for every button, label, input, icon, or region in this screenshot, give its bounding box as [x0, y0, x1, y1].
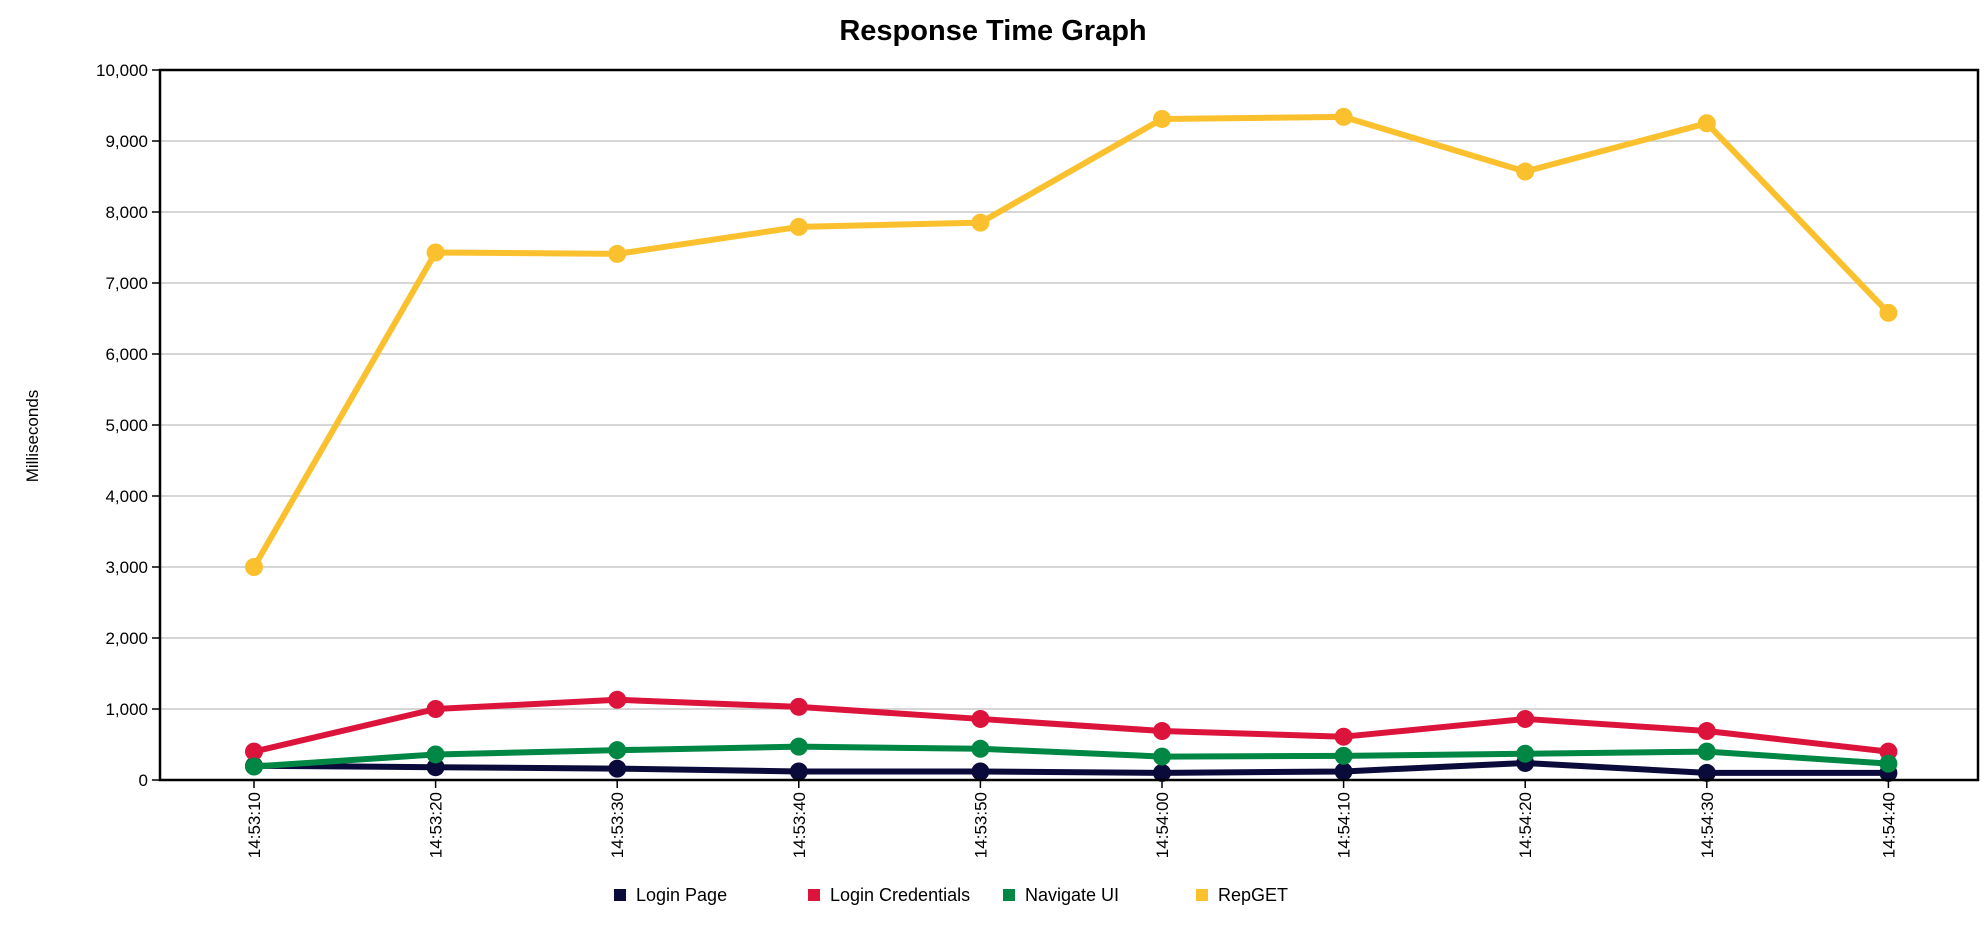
- x-tick-label: 14:53:30: [608, 792, 627, 858]
- data-point: [971, 709, 990, 728]
- y-axis-label: Milliseconds: [23, 390, 42, 483]
- data-point: [426, 758, 445, 777]
- data-point: [608, 690, 627, 709]
- legend-label: Login Page: [636, 885, 727, 905]
- legend-label: Login Credentials: [830, 885, 970, 905]
- x-tick-label: 14:54:30: [1698, 792, 1717, 858]
- y-tick-label: 9,000: [105, 132, 148, 151]
- data-point: [1334, 746, 1353, 765]
- data-point: [1879, 754, 1898, 773]
- y-tick-label: 5,000: [105, 416, 148, 435]
- y-tick-label: 3,000: [105, 558, 148, 577]
- series-login-credentials: [245, 690, 1898, 761]
- data-point: [971, 213, 990, 232]
- data-point: [1334, 762, 1353, 781]
- y-tick-label: 0: [139, 771, 148, 790]
- legend-swatch: [1196, 889, 1208, 901]
- y-tick-label: 4,000: [105, 487, 148, 506]
- series-line: [253, 696, 1889, 755]
- data-point: [971, 762, 990, 781]
- data-point: [971, 739, 990, 758]
- legend-item: Login Credentials: [808, 885, 970, 905]
- plot-frame: [158, 68, 1980, 782]
- data-point: [1697, 114, 1716, 133]
- x-tick-label: 14:53:40: [790, 792, 809, 858]
- data-point: [1516, 744, 1535, 763]
- legend-item: Navigate UI: [1003, 885, 1119, 905]
- data-point: [1697, 742, 1716, 761]
- x-axis-ticks: 14:53:10 14:53:20 14:53:30 14:53:40 14:53:50…: [245, 780, 1898, 858]
- data-point: [789, 697, 808, 716]
- data-point: [1334, 107, 1353, 126]
- data-point: [1153, 109, 1171, 128]
- series-line: [253, 743, 1889, 770]
- series-login-page: [245, 753, 1898, 782]
- data-point: [1697, 763, 1716, 782]
- legend-item: RepGET: [1196, 885, 1288, 905]
- y-tick-label: 7,000: [105, 274, 148, 293]
- data-point: [1516, 162, 1535, 181]
- data-point: [789, 762, 808, 781]
- x-tick-label: 14:54:40: [1879, 792, 1898, 858]
- grid-lines: [160, 140, 1978, 710]
- legend-item: Login Page: [614, 885, 727, 905]
- legend-label: Navigate UI: [1025, 885, 1119, 905]
- data-point: [1697, 722, 1716, 741]
- y-tick-label: 6,000: [105, 345, 148, 364]
- series-repget: [245, 107, 1898, 576]
- y-tick-label: 8,000: [105, 203, 148, 222]
- y-axis-ticks: 0 1,000 2,000 3,000 4,000 5,000 6,000 7,000 8,00…: [96, 61, 160, 790]
- legend-label: RepGET: [1218, 885, 1288, 905]
- data-point: [789, 217, 808, 236]
- legend-swatch: [614, 889, 626, 901]
- data-point: [608, 741, 627, 760]
- data-point: [789, 737, 808, 756]
- x-tick-label: 14:54:00: [1153, 792, 1172, 858]
- chart-title: Response Time Graph: [839, 15, 1146, 47]
- x-tick-label: 14:53:50: [971, 792, 990, 858]
- data-point: [1153, 763, 1171, 782]
- y-tick-label: 2,000: [105, 629, 148, 648]
- x-tick-label: 14:54:10: [1335, 792, 1354, 858]
- data-point: [1879, 303, 1898, 322]
- data-point: [245, 742, 263, 761]
- legend-swatch: [1003, 889, 1015, 901]
- legend: Login Page Login Credentials Navigate UI Re…: [614, 885, 1288, 905]
- x-tick-label: 14:54:20: [1516, 792, 1535, 858]
- data-point: [426, 745, 445, 764]
- data-point: [608, 759, 627, 778]
- data-point: [426, 700, 445, 718]
- y-tick-label: 10,000: [96, 61, 148, 80]
- x-tick-label: 14:53:20: [427, 792, 446, 858]
- data-point: [245, 558, 263, 576]
- y-tick-label: 1,000: [105, 700, 148, 719]
- data-point: [426, 243, 445, 262]
- series-line: [253, 759, 1889, 776]
- data-point: [1153, 722, 1171, 741]
- series-navigate-ui: [245, 737, 1898, 776]
- data-point: [1334, 727, 1353, 746]
- data-point: [1516, 709, 1535, 728]
- series-layer: [245, 107, 1898, 782]
- data-point: [608, 244, 627, 263]
- x-tick-label: 14:53:10: [245, 792, 264, 858]
- data-point: [245, 757, 263, 776]
- series-line: [251, 113, 1891, 569]
- data-point: [1153, 747, 1171, 766]
- legend-swatch: [808, 889, 820, 901]
